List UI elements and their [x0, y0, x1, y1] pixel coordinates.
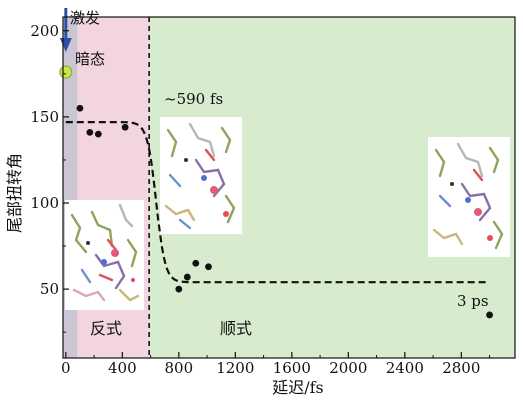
x-tick-label-2: 800 [165, 359, 194, 377]
y-tick-label-3: 200 [30, 22, 59, 40]
y-tick-label-1: 100 [30, 194, 59, 212]
axes [62, 16, 516, 359]
data-point-7 [205, 263, 212, 271]
region-label-trans: 反式 [90, 319, 122, 338]
x-tick-label-4: 1600 [273, 359, 311, 377]
plot-frame [62, 16, 516, 359]
data-point-5 [183, 273, 191, 281]
last-delay-label: 3 ps [457, 292, 489, 310]
excitation-label: 激发 [70, 9, 100, 27]
data-point-0 [76, 104, 84, 112]
data-point-2 [94, 130, 102, 138]
data-point-4 [175, 285, 183, 293]
x-axis-label: 延迟/fs [272, 378, 324, 397]
x-tick-label-7: 2800 [442, 359, 480, 377]
x-axis-ticks: 0 400 800 1200 1600 2000 2400 2800 [61, 352, 491, 377]
x-tick-label-1: 400 [108, 359, 137, 377]
y-tick-label-0: 50 [40, 280, 59, 298]
data-points [76, 104, 493, 319]
time-constant-label: ~590 fs [164, 90, 223, 108]
y-axis-label: 尾部扭转角 [5, 153, 24, 233]
data-point-3 [121, 123, 129, 131]
y-axis-ticks: 50 100 150 200 [30, 22, 69, 333]
data-point-8 [486, 311, 493, 319]
x-tick-label-0: 0 [61, 359, 71, 377]
structure-inset-trans [65, 200, 144, 310]
data-point-1 [86, 128, 94, 136]
x-tick-label-6: 2400 [386, 359, 424, 377]
x-tick-label-5: 2000 [329, 359, 367, 377]
structure-inset-cis [428, 137, 510, 257]
dark-state-point [59, 65, 73, 79]
dark-state-label: 暗态 [75, 50, 105, 68]
data-point-6 [192, 259, 200, 267]
y-tick-label-2: 150 [30, 108, 59, 126]
x-tick-label-3: 1200 [216, 359, 254, 377]
structure-inset-mid [160, 117, 242, 234]
region-label-cis: 顺式 [220, 319, 252, 338]
fit-curve [65, 121, 490, 284]
